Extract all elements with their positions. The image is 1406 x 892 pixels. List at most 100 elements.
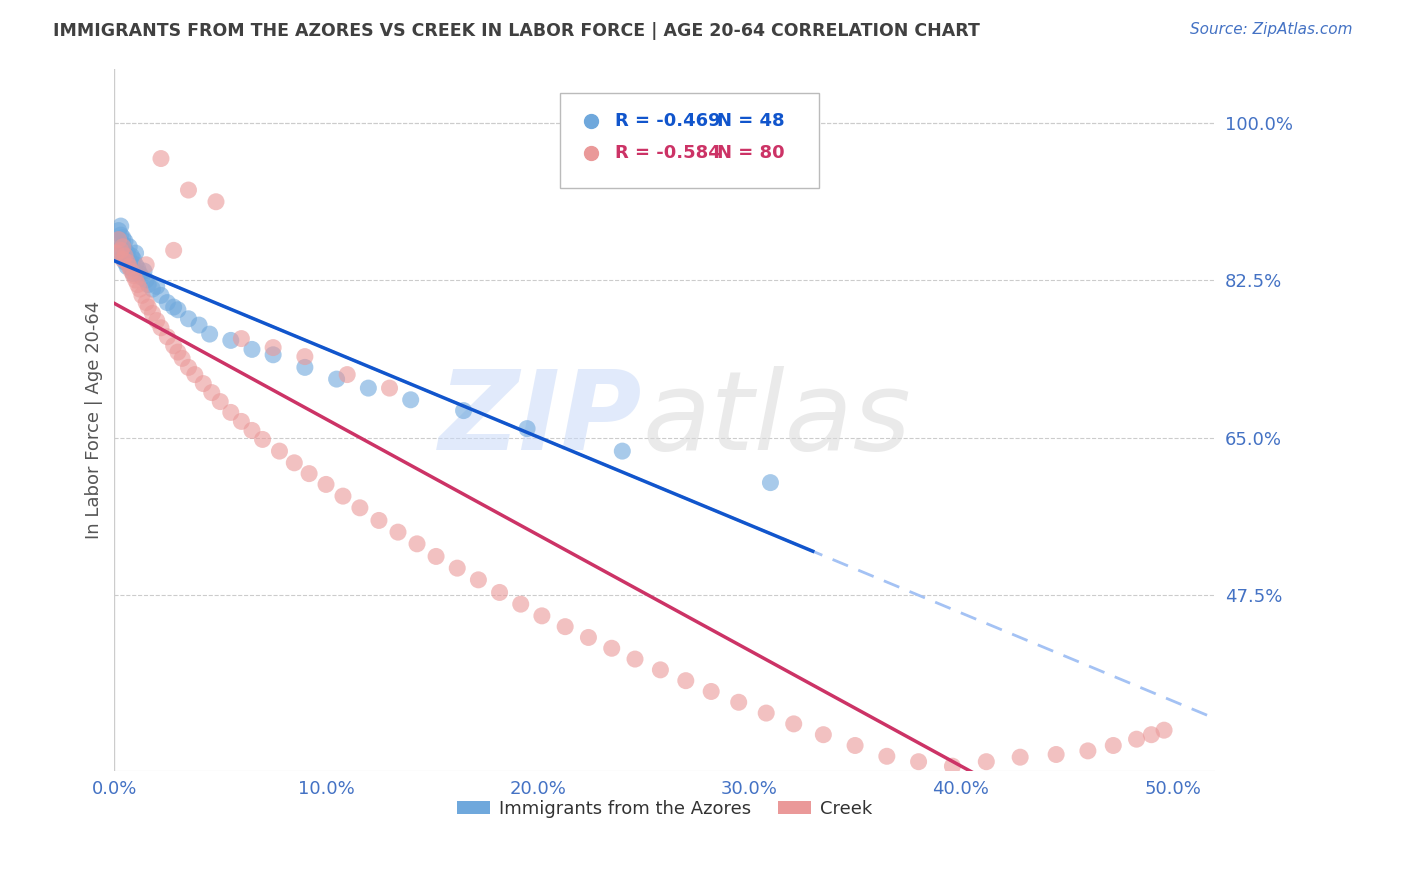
Point — [110, 228, 132, 243]
Point — [554, 620, 576, 634]
Point — [387, 525, 409, 540]
Point — [110, 242, 132, 256]
Point — [844, 739, 866, 753]
Point — [349, 500, 371, 515]
Point — [120, 264, 142, 278]
Point — [114, 249, 136, 263]
Point — [907, 755, 929, 769]
Point — [105, 246, 128, 260]
Point — [1125, 732, 1147, 747]
Point — [110, 244, 132, 258]
Point — [120, 249, 142, 263]
Point — [122, 252, 145, 267]
Point — [315, 477, 337, 491]
Point — [530, 608, 553, 623]
Point — [240, 424, 263, 438]
Point — [111, 231, 134, 245]
Legend: Immigrants from the Azores, Creek: Immigrants from the Azores, Creek — [450, 792, 879, 825]
Point — [1102, 739, 1125, 753]
Point — [111, 251, 134, 265]
Point — [131, 270, 153, 285]
Point — [252, 433, 274, 447]
Point — [141, 306, 163, 320]
Point — [675, 673, 697, 688]
Point — [163, 244, 186, 258]
Point — [378, 381, 401, 395]
Point — [184, 368, 207, 382]
Point — [783, 717, 806, 731]
Point — [167, 345, 190, 359]
Point — [294, 360, 316, 375]
Point — [516, 422, 538, 436]
Point — [118, 240, 141, 254]
Point — [446, 561, 468, 575]
Point — [177, 360, 200, 375]
Point — [145, 279, 167, 293]
Point — [136, 300, 159, 314]
Point — [755, 706, 778, 720]
Point — [149, 320, 172, 334]
Point — [1045, 747, 1067, 762]
Point — [974, 755, 997, 769]
Point — [624, 652, 647, 666]
Text: R = -0.584: R = -0.584 — [614, 144, 721, 161]
Point — [122, 268, 145, 283]
Point — [298, 467, 321, 481]
Point — [612, 444, 634, 458]
Point — [188, 318, 211, 332]
Point — [368, 513, 391, 527]
Point — [406, 537, 429, 551]
Point — [336, 368, 359, 382]
Point — [876, 749, 898, 764]
Point — [193, 376, 215, 391]
Point — [813, 728, 835, 742]
Point — [111, 237, 134, 252]
Point — [114, 255, 136, 269]
Point — [578, 631, 600, 645]
Point — [231, 332, 253, 346]
Point — [163, 339, 186, 353]
Point — [110, 219, 132, 233]
Point — [941, 759, 963, 773]
Point — [700, 684, 723, 698]
Point — [240, 343, 263, 357]
Point — [156, 295, 179, 310]
Point — [399, 392, 422, 407]
Point — [118, 252, 141, 267]
Point — [105, 246, 128, 260]
Point — [111, 252, 134, 267]
Point — [467, 573, 489, 587]
Y-axis label: In Labor Force | Age 20-64: In Labor Force | Age 20-64 — [86, 301, 103, 539]
Point — [135, 258, 157, 272]
Point — [219, 405, 242, 419]
Point — [107, 223, 129, 237]
Point — [283, 456, 305, 470]
Point — [149, 152, 172, 166]
Point — [167, 302, 190, 317]
Point — [132, 264, 155, 278]
Point — [107, 233, 129, 247]
Point — [600, 641, 623, 656]
Point — [127, 277, 149, 292]
Point — [1010, 750, 1032, 764]
Point — [650, 663, 672, 677]
Point — [219, 334, 242, 348]
Point — [115, 246, 138, 260]
Point — [172, 351, 194, 366]
Point — [1019, 183, 1042, 197]
Point — [118, 260, 141, 274]
Point — [488, 585, 510, 599]
Text: R = -0.469: R = -0.469 — [614, 112, 721, 130]
Point — [209, 394, 232, 409]
Point — [1077, 744, 1099, 758]
Point — [115, 255, 138, 269]
Point — [136, 277, 159, 292]
Point — [269, 444, 291, 458]
Point — [135, 295, 157, 310]
Point — [135, 273, 157, 287]
Point — [114, 235, 136, 249]
Point — [198, 327, 221, 342]
Point — [759, 475, 782, 490]
Point — [201, 385, 224, 400]
Point — [145, 313, 167, 327]
